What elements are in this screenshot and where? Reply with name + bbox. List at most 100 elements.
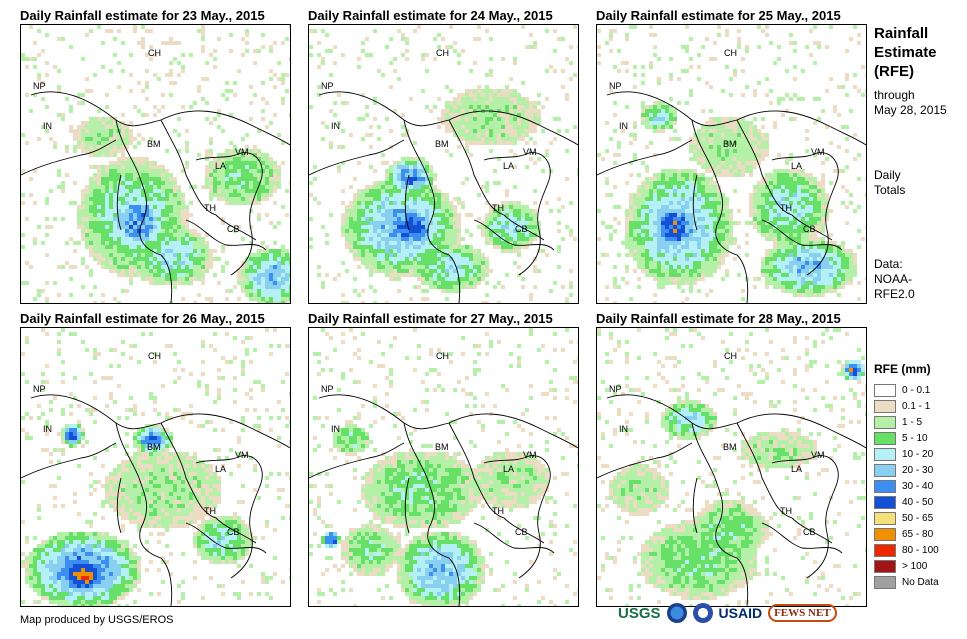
- rainfall-cell: [681, 201, 685, 205]
- rainfall-cell: [189, 105, 193, 109]
- rainfall-cell: [245, 285, 249, 289]
- rainfall-cell: [181, 193, 185, 197]
- rainfall-cell: [733, 117, 737, 121]
- rainfall-cell: [825, 193, 829, 197]
- rainfall-cell: [673, 205, 677, 209]
- rainfall-cell: [677, 229, 681, 233]
- rainfall-cell: [533, 113, 537, 117]
- rainfall-cell: [77, 129, 81, 133]
- rainfall-cell: [97, 225, 101, 229]
- rainfall-cell: [833, 253, 837, 257]
- rainfall-cell: [153, 237, 157, 241]
- rainfall-cell: [513, 117, 517, 121]
- rainfall-cell: [129, 169, 133, 173]
- rainfall-cell: [289, 281, 290, 285]
- rainfall-cell: [709, 257, 713, 261]
- rainfall-cell: [233, 193, 237, 197]
- rainfall-cell: [753, 129, 757, 133]
- rainfall-cell: [365, 189, 369, 193]
- rainfall-cell: [729, 121, 733, 125]
- rainfall-cell: [701, 197, 705, 201]
- rainfall-cell: [489, 137, 493, 141]
- rainfall-cell: [365, 261, 369, 265]
- rainfall-cell: [157, 213, 161, 217]
- rainfall-cell: [281, 97, 285, 101]
- rainfall-cell: [481, 301, 485, 303]
- rainfall-cell: [673, 185, 677, 189]
- rainfall-cell: [149, 241, 153, 245]
- rainfall-cell: [441, 209, 445, 213]
- rainfall-cell: [81, 225, 85, 229]
- rainfall-cell: [769, 213, 773, 217]
- rainfall-cell: [773, 229, 777, 233]
- rainfall-cell: [849, 37, 853, 41]
- rainfall-cell: [153, 233, 157, 237]
- rainfall-cell: [169, 189, 173, 193]
- rainfall-cell: [769, 233, 773, 237]
- rainfall-cell: [501, 109, 505, 113]
- rainfall-cell: [369, 201, 373, 205]
- rainfall-cell: [373, 117, 377, 121]
- rainfall-cell: [457, 249, 461, 253]
- rainfall-cell: [685, 25, 689, 29]
- rainfall-cell: [489, 93, 493, 97]
- rainfall-cell: [129, 165, 133, 169]
- rainfall-cell: [33, 237, 37, 241]
- rainfall-cell: [93, 177, 97, 181]
- rainfall-cell: [225, 173, 229, 177]
- rainfall-cell: [97, 193, 101, 197]
- rainfall-cell: [401, 189, 405, 193]
- rainfall-cell: [765, 253, 769, 257]
- rainfall-cell: [129, 245, 133, 249]
- rainfall-cell: [357, 265, 361, 269]
- rainfall-cell: [653, 269, 657, 273]
- rainfall-cell: [777, 221, 781, 225]
- rainfall-cell: [421, 289, 425, 293]
- rainfall-cell: [445, 201, 449, 205]
- rainfall-cell: [677, 245, 681, 249]
- rainfall-cell: [85, 193, 89, 197]
- rainfall-cell: [433, 209, 437, 213]
- rainfall-cell: [641, 265, 645, 269]
- rainfall-map-24-may: CH NP IN BM VM LA TH CB: [308, 24, 579, 304]
- rainfall-cell: [413, 29, 417, 33]
- rainfall-cell: [437, 281, 441, 285]
- rainfall-cell: [221, 189, 225, 193]
- rainfall-cell: [429, 201, 433, 205]
- rainfall-cell: [669, 213, 673, 217]
- rainfall-cell: [365, 209, 369, 213]
- rainfall-cell: [465, 133, 469, 137]
- rainfall-cell: [161, 265, 165, 269]
- rainfall-cell: [773, 237, 777, 241]
- rainfall-cell: [649, 241, 653, 245]
- rainfall-cell: [641, 65, 645, 69]
- rainfall-cell: [421, 257, 425, 261]
- rainfall-cell: [505, 201, 509, 205]
- rainfall-cell: [709, 125, 713, 129]
- rainfall-cell: [93, 217, 97, 221]
- rainfall-cell: [221, 265, 225, 269]
- rainfall-cell: [477, 129, 481, 133]
- rainfall-cell: [665, 229, 669, 233]
- rainfall-cell: [689, 257, 693, 261]
- rainfall-cell: [349, 201, 353, 205]
- rainfall-cell: [489, 133, 493, 137]
- rainfall-cell: [381, 161, 385, 165]
- rainfall-cell: [729, 233, 733, 237]
- rainfall-cell: [737, 165, 741, 169]
- rainfall-cell: [57, 293, 61, 297]
- rainfall-cell: [29, 177, 33, 181]
- rainfall-cell: [517, 249, 521, 253]
- rainfall-cell: [137, 181, 141, 185]
- rainfall-cell: [201, 249, 205, 253]
- rainfall-cell: [525, 45, 529, 49]
- rainfall-cell: [777, 101, 781, 105]
- rainfall-cell: [249, 149, 253, 153]
- rainfall-cell: [529, 213, 533, 217]
- rainfall-cell: [89, 221, 93, 225]
- rainfall-cell: [765, 249, 769, 253]
- rainfall-cell: [793, 261, 797, 265]
- rainfall-cell: [341, 221, 345, 225]
- rainfall-cell: [613, 101, 617, 105]
- rainfall-cell: [521, 205, 525, 209]
